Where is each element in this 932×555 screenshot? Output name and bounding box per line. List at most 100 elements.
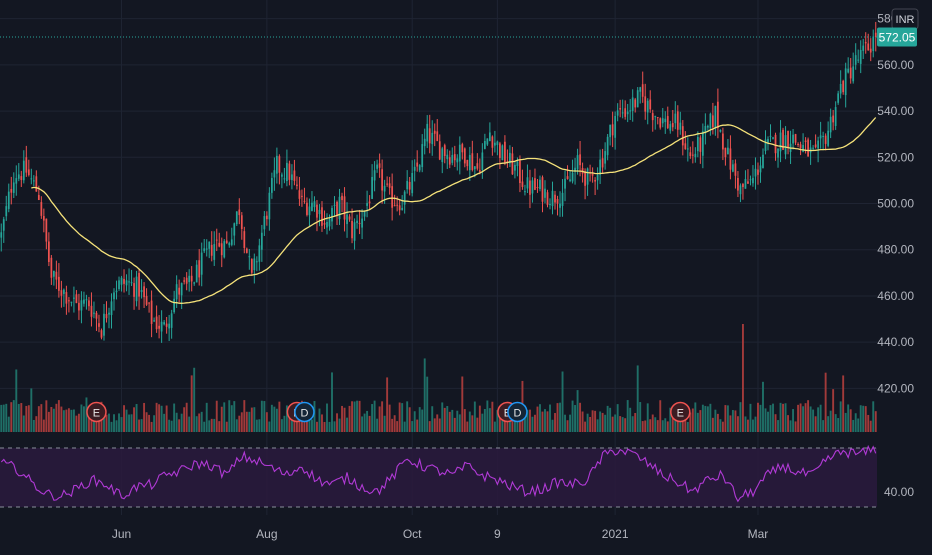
volume-bar [188,416,191,432]
candle-body [704,125,707,134]
volume-bar [619,416,622,432]
candle-body [644,96,647,112]
earnings-marker[interactable]: E [670,401,691,423]
candle-body [757,169,759,175]
volume-bar [323,421,326,432]
volume-bar [210,418,213,432]
candle-body [215,239,218,241]
volume-bar [842,375,845,432]
candle-body [378,163,381,168]
candle-body [416,162,419,167]
candle-body [281,174,283,177]
dividend-marker[interactable]: D [507,401,528,423]
moving-average-line [31,117,877,304]
currency-badge[interactable]: INR [891,8,919,30]
event-markers[interactable]: EEDEDE [86,401,691,423]
candle-body [263,216,266,230]
candle-body [20,176,23,180]
candle-body [396,204,399,206]
candle-body [150,300,153,324]
volume-bar [133,407,136,432]
candle-body [501,145,504,161]
volume-bar [852,419,855,432]
candle-body [25,157,28,173]
volume-bar [496,410,499,432]
volume-bar [143,402,146,432]
volume-bar [571,400,574,432]
time-axis[interactable]: Jun Aug Oct 9 2021 Mar [112,527,768,541]
candle-body [717,101,719,128]
candle-body [381,169,383,191]
time-tick-label: Jun [112,527,131,541]
candle-body [686,148,689,150]
volume-bar [77,413,80,432]
candle-body [661,118,664,124]
candle-body [245,248,248,253]
volume-bar [726,405,729,432]
volume-bar [741,324,744,432]
volume-bar [559,402,561,432]
candle-body [511,153,514,175]
volume-bar [802,406,805,432]
candle-body [471,153,474,170]
candle-body [128,281,130,283]
candle-body [476,163,479,169]
price-axis[interactable]: 580.00560.00540.00520.00500.00480.00460.… [877,12,914,396]
volume-bar [536,406,539,432]
candle-body [10,188,13,193]
price-candles[interactable] [0,21,877,343]
candle-body [225,240,228,244]
volume-bar [797,404,800,432]
candle-body [341,195,343,201]
candle-body [847,68,850,73]
candle-body [75,294,78,304]
volume-bar [461,376,464,432]
volume-bar [378,406,381,432]
volume-bar [263,401,266,432]
candle-body [220,243,223,256]
candle-body [767,138,769,143]
dividend-marker[interactable]: D [294,401,315,423]
candle-body [619,108,622,110]
candle-body [701,131,704,156]
earnings-marker[interactable]: E [86,401,107,423]
candle-body [361,218,363,228]
candle-body [323,223,326,225]
rsi-tick-label: 40.00 [884,485,914,499]
volume-bar [265,412,268,432]
candle-body [233,223,236,236]
volume-bar [757,402,759,432]
volume-bar [837,418,840,432]
volume-bar [30,388,33,432]
candle-body [248,256,251,258]
candle-body [170,313,173,328]
candle-body [438,141,441,160]
candle-body [318,209,321,215]
candle-body [321,207,323,226]
candle-body [218,242,221,247]
volume-bar [576,390,579,432]
volume-bar [554,413,556,432]
volume-bar [701,404,704,432]
volume-bar [864,406,867,432]
volume-bar [549,404,551,432]
candle-body [729,148,732,170]
volume-bar [541,411,544,432]
volume-bar [338,418,341,432]
candle-body [769,135,772,137]
candle-body [165,323,168,327]
volume-bar [270,404,273,432]
volume-bar [744,416,747,432]
candle-body [772,137,774,139]
volume-bar [203,421,206,432]
volume-bar [371,404,374,432]
volume-bar [782,403,784,432]
candle-body [626,111,629,115]
candle-body [586,168,589,185]
time-tick-label: Aug [256,527,277,541]
candle-body [601,158,604,168]
volume-bar [238,415,241,432]
event-marker-circle [294,401,315,423]
